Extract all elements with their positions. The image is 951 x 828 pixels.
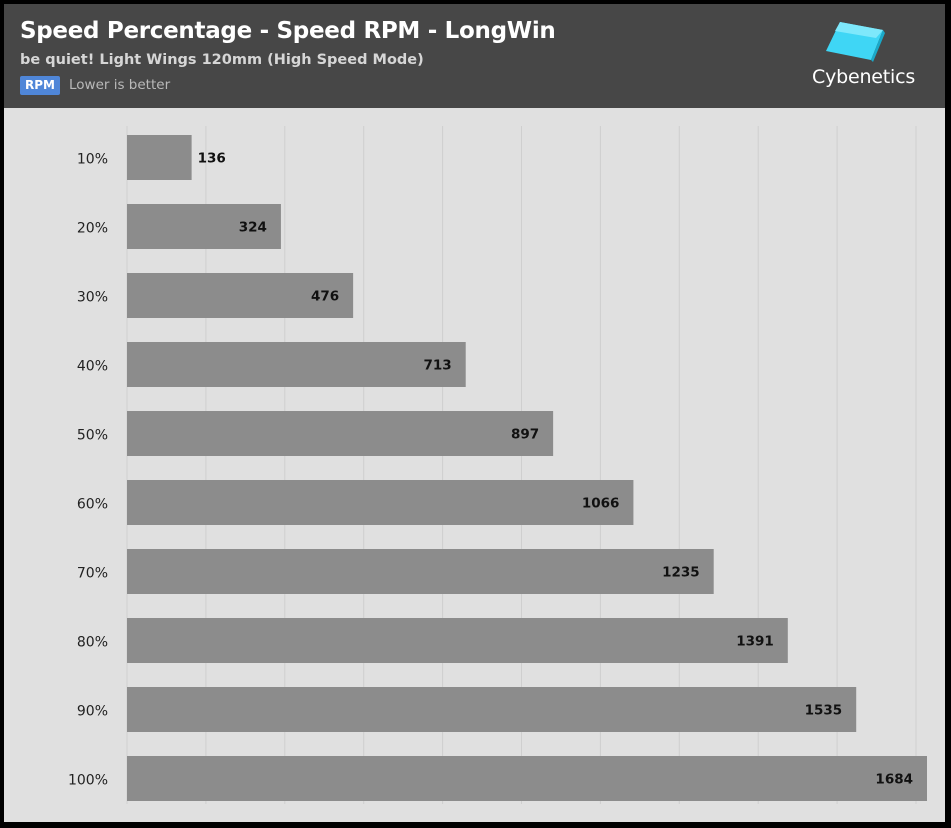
value-label: 713 <box>424 358 452 374</box>
value-label: 1235 <box>662 565 700 581</box>
bar <box>127 618 788 663</box>
lower-is-better-note: Lower is better <box>69 77 171 93</box>
logo-text: Cybenetics <box>812 66 916 88</box>
chart-frame: Speed Percentage - Speed RPM - LongWin b… <box>4 4 945 822</box>
bar <box>127 273 354 318</box>
category-label: 30% <box>77 290 108 306</box>
bars: 10% 136 20% 324 30% 476 40% 713 50% 897 60% 1066 70%… <box>68 135 927 801</box>
unit-badge: RPM <box>20 76 60 95</box>
bar-chart: 10% 136 20% 324 30% 476 40% 713 50% 897 60% 1066 70%… <box>68 126 927 804</box>
value-label: 324 <box>239 220 267 236</box>
value-label: 476 <box>311 289 339 305</box>
category-label: 90% <box>77 704 108 720</box>
cybenetics-logo-icon <box>826 22 885 62</box>
value-label: 897 <box>511 427 539 443</box>
value-label: 1684 <box>875 772 913 788</box>
category-label: 70% <box>77 566 108 582</box>
chart-title: Speed Percentage - Speed RPM - LongWin <box>20 18 556 44</box>
bar <box>127 480 634 525</box>
bar <box>127 135 192 180</box>
value-label: 1535 <box>805 703 843 719</box>
bar <box>127 411 554 456</box>
bar <box>127 756 927 801</box>
value-label: 1066 <box>582 496 620 512</box>
category-label: 10% <box>77 152 108 168</box>
bar <box>127 204 281 249</box>
chart-subtitle: be quiet! Light Wings 120mm (High Speed … <box>20 52 424 68</box>
bar <box>127 342 466 387</box>
category-label: 100% <box>68 773 108 789</box>
category-label: 20% <box>77 221 108 237</box>
value-label: 136 <box>198 151 226 167</box>
value-label: 1391 <box>736 634 774 650</box>
bar <box>127 687 857 732</box>
bar <box>127 549 714 594</box>
chart-header: Speed Percentage - Speed RPM - LongWin b… <box>4 4 945 108</box>
category-label: 50% <box>77 428 108 444</box>
cybenetics-logo: Cybenetics <box>810 18 920 94</box>
category-label: 60% <box>77 497 108 513</box>
category-label: 80% <box>77 635 108 651</box>
category-label: 40% <box>77 359 108 375</box>
